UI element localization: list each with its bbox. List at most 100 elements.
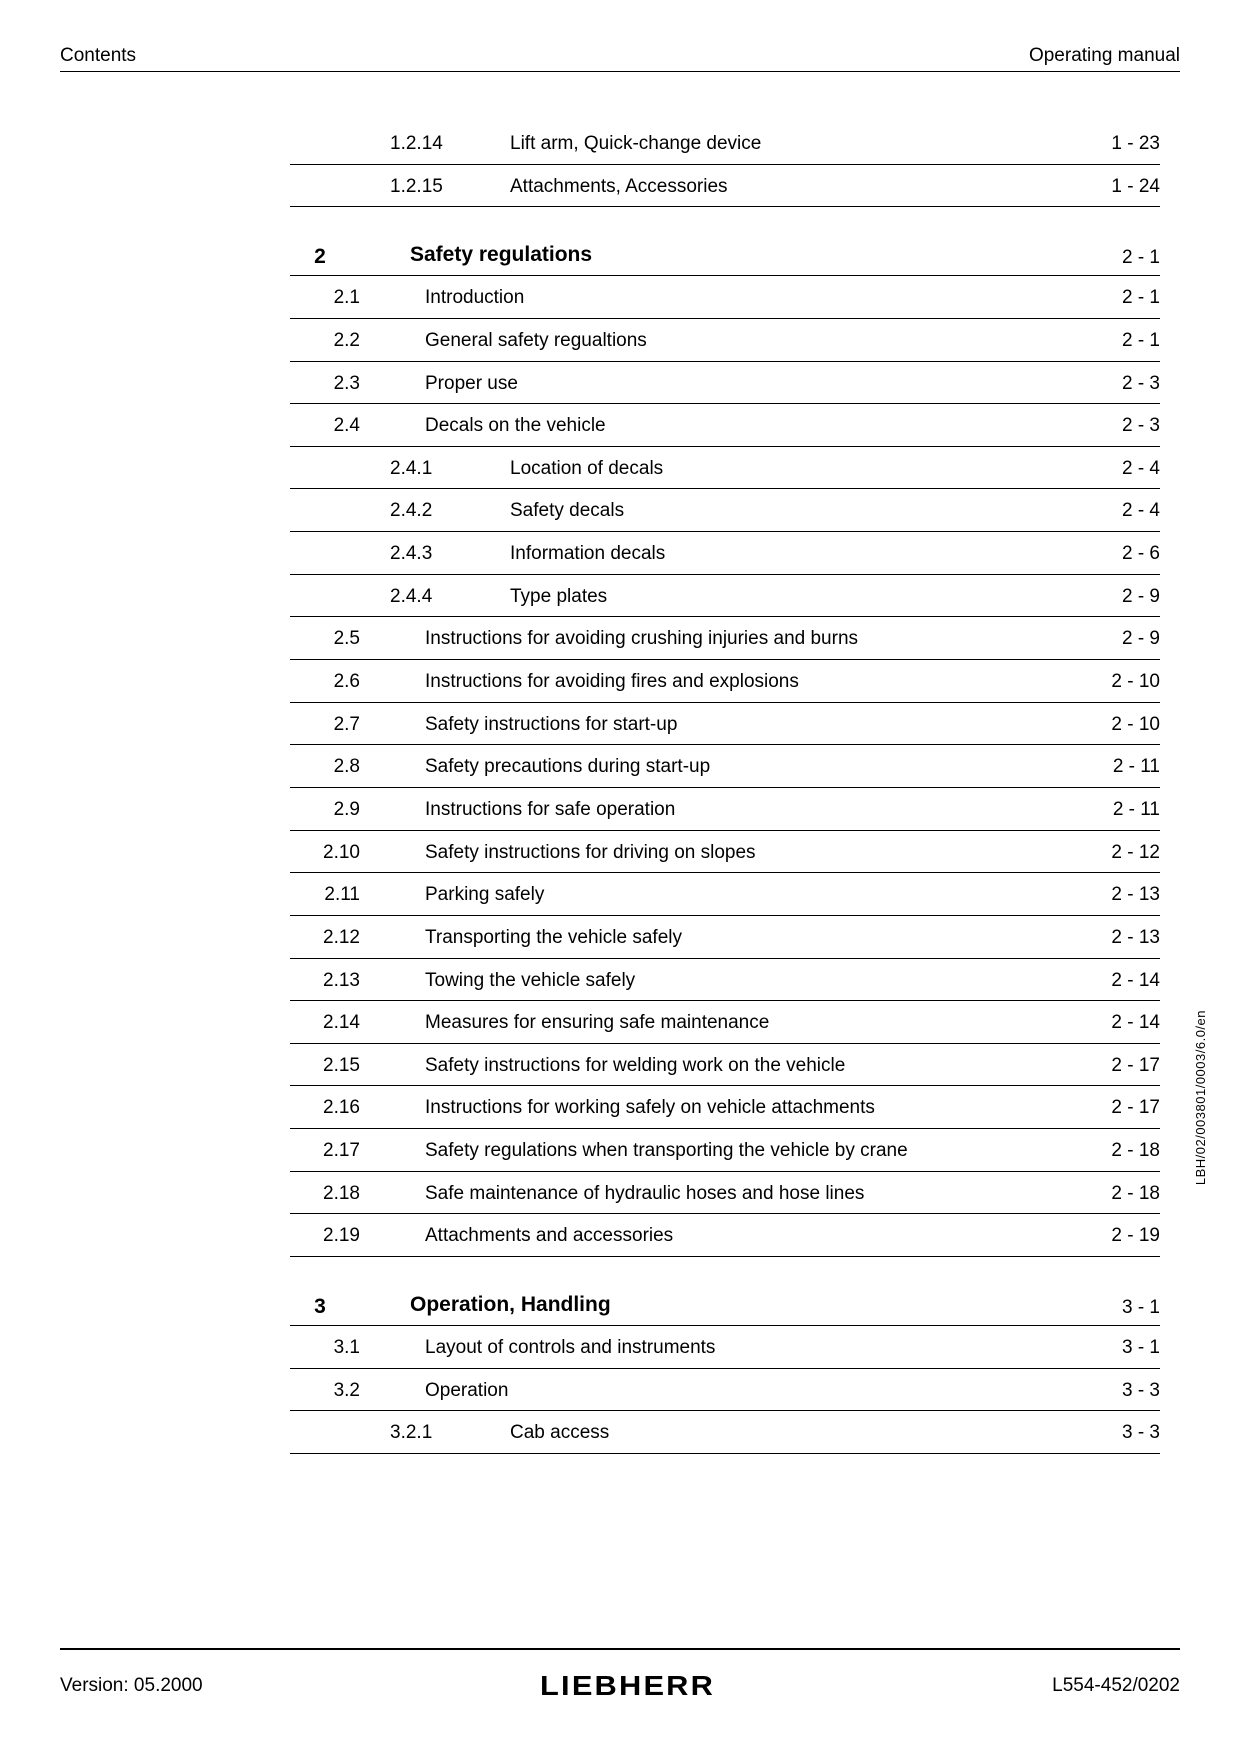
- toc-page-number: 2 - 14: [1080, 968, 1160, 994]
- toc-section-number: 2.2: [290, 328, 390, 354]
- toc-section-title: Instructions for safe operation: [390, 797, 1080, 823]
- toc-page-number: 2 - 11: [1080, 754, 1160, 780]
- toc-section-number: 2.4: [290, 413, 390, 439]
- toc-section-title: Type plates: [460, 584, 1080, 610]
- toc-chapter-row: 2Safety regulations2 - 1: [290, 235, 1160, 276]
- toc-section-title: Towing the vehicle safely: [390, 968, 1080, 994]
- toc-section-number: 2.4.2: [390, 498, 460, 524]
- toc-section-number: 2.4.4: [390, 584, 460, 610]
- toc-section-number: 2.19: [290, 1223, 390, 1249]
- header-right: Operating manual: [1029, 45, 1180, 67]
- toc-section-number: 2.11: [290, 882, 390, 908]
- toc-page-number: 3 - 3: [1080, 1420, 1160, 1446]
- toc-section-number: 2.12: [290, 925, 390, 951]
- toc-section-title: Proper use: [390, 371, 1080, 397]
- toc-page-number: 2 - 4: [1080, 456, 1160, 482]
- toc-page-number: 3 - 3: [1080, 1378, 1160, 1404]
- toc-row: 3.1Layout of controls and instruments3 -…: [290, 1326, 1160, 1369]
- toc-row: 2.10Safety instructions for driving on s…: [290, 831, 1160, 874]
- toc-row: 1.2.14Lift arm, Quick-change device1 - 2…: [290, 122, 1160, 165]
- toc-row: 2.2General safety regualtions2 - 1: [290, 319, 1160, 362]
- toc-row: 2.4.2Safety decals2 - 4: [290, 489, 1160, 532]
- toc-row: 2.3Proper use2 - 3: [290, 362, 1160, 405]
- footer-version: Version: 05.2000: [60, 1675, 203, 1697]
- toc-page-number: 3 - 1: [1080, 1297, 1160, 1319]
- table-of-contents: 1.2.14Lift arm, Quick-change device1 - 2…: [290, 122, 1160, 1454]
- header-left: Contents: [60, 45, 136, 67]
- toc-row: 1.2.15Attachments, Accessories1 - 24: [290, 165, 1160, 208]
- toc-section-title: Safe maintenance of hydraulic hoses and …: [390, 1181, 1080, 1207]
- toc-row: 2.4.3Information decals2 - 6: [290, 532, 1160, 575]
- toc-section-number: 2.3: [290, 371, 390, 397]
- toc-section-title: Safety instructions for start-up: [390, 712, 1080, 738]
- toc-section-title: Layout of controls and instruments: [390, 1335, 1080, 1361]
- toc-row: 3.2.1Cab access3 - 3: [290, 1411, 1160, 1454]
- toc-section-number: 2.18: [290, 1181, 390, 1207]
- toc-section-number: 2.6: [290, 669, 390, 695]
- toc-section-number: 2.14: [290, 1010, 390, 1036]
- toc-page-number: 2 - 17: [1080, 1053, 1160, 1079]
- toc-section-title: Safety instructions for driving on slope…: [390, 840, 1080, 866]
- toc-page-number: 1 - 23: [1080, 131, 1160, 157]
- toc-chapter-row: 3Operation, Handling3 - 1: [290, 1285, 1160, 1326]
- toc-row: 2.9Instructions for safe operation2 - 11: [290, 788, 1160, 831]
- toc-section-title: Attachments and accessories: [390, 1223, 1080, 1249]
- toc-section-title: Introduction: [390, 285, 1080, 311]
- toc-section-title: Measures for ensuring safe maintenance: [390, 1010, 1080, 1036]
- toc-page-number: 2 - 13: [1080, 925, 1160, 951]
- toc-section-title: Instructions for avoiding crushing injur…: [390, 626, 1080, 652]
- toc-section-number: 2.8: [290, 754, 390, 780]
- toc-section-number: 2.7: [290, 712, 390, 738]
- toc-row: 2.14Measures for ensuring safe maintenan…: [290, 1001, 1160, 1044]
- toc-row: 2.15Safety instructions for welding work…: [290, 1044, 1160, 1087]
- toc-row: 2.4.1Location of decals2 - 4: [290, 447, 1160, 490]
- toc-section-number: 3.2.1: [390, 1420, 460, 1446]
- toc-section-number: 2.4.3: [390, 541, 460, 567]
- toc-chapter-number: 2: [290, 243, 350, 269]
- toc-chapter-title: Operation, Handling: [350, 1293, 1080, 1317]
- toc-row: 3.2Operation3 - 3: [290, 1369, 1160, 1412]
- toc-page-number: 2 - 10: [1080, 712, 1160, 738]
- toc-page-number: 2 - 12: [1080, 840, 1160, 866]
- toc-page-number: 3 - 1: [1080, 1335, 1160, 1361]
- toc-section-title: Safety decals: [460, 498, 1080, 524]
- toc-row: 2.7Safety instructions for start-up2 - 1…: [290, 703, 1160, 746]
- toc-section-title: Operation: [390, 1378, 1080, 1404]
- toc-section-title: Safety precautions during start-up: [390, 754, 1080, 780]
- toc-row: 2.13Towing the vehicle safely2 - 14: [290, 959, 1160, 1002]
- toc-page-number: 2 - 1: [1080, 247, 1160, 269]
- toc-section-number: 2.5: [290, 626, 390, 652]
- toc-section-number: 3.1: [290, 1335, 390, 1361]
- toc-row: 2.18Safe maintenance of hydraulic hoses …: [290, 1172, 1160, 1215]
- toc-section-title: Instructions for avoiding fires and expl…: [390, 669, 1080, 695]
- toc-section-title: Instructions for working safely on vehic…: [390, 1095, 1080, 1121]
- toc-section-number: 2.1: [290, 285, 390, 311]
- footer-doc-number: L554-452/0202: [1052, 1675, 1180, 1697]
- toc-page-number: 2 - 1: [1080, 285, 1160, 311]
- toc-page-number: 2 - 1: [1080, 328, 1160, 354]
- toc-row: 2.8Safety precautions during start-up2 -…: [290, 745, 1160, 788]
- toc-page-number: 2 - 19: [1080, 1223, 1160, 1249]
- toc-row: 2.4Decals on the vehicle2 - 3: [290, 404, 1160, 447]
- toc-section-number: 2.4.1: [390, 456, 460, 482]
- toc-row: 2.5Instructions for avoiding crushing in…: [290, 617, 1160, 660]
- toc-section-title: General safety regualtions: [390, 328, 1080, 354]
- toc-page-number: 2 - 10: [1080, 669, 1160, 695]
- toc-page-number: 2 - 3: [1080, 413, 1160, 439]
- toc-row: 2.12Transporting the vehicle safely2 - 1…: [290, 916, 1160, 959]
- toc-page-number: 2 - 3: [1080, 371, 1160, 397]
- toc-section-number: 2.9: [290, 797, 390, 823]
- toc-section-number: 1.2.14: [390, 131, 460, 157]
- toc-section-title: Cab access: [460, 1420, 1080, 1446]
- footer-divider: [60, 1648, 1180, 1650]
- toc-section-title: Lift arm, Quick-change device: [460, 131, 1080, 157]
- toc-section-title: Information decals: [460, 541, 1080, 567]
- page-header: Contents Operating manual: [60, 45, 1180, 72]
- toc-page-number: 2 - 11: [1080, 797, 1160, 823]
- page-container: Contents Operating manual 1.2.14Lift arm…: [0, 0, 1240, 1750]
- toc-row: 2.19Attachments and accessories2 - 19: [290, 1214, 1160, 1257]
- toc-section-number: 3.2: [290, 1378, 390, 1404]
- brand-logo: LIEBHERR: [540, 1670, 715, 1702]
- toc-page-number: 2 - 18: [1080, 1138, 1160, 1164]
- toc-page-number: 2 - 6: [1080, 541, 1160, 567]
